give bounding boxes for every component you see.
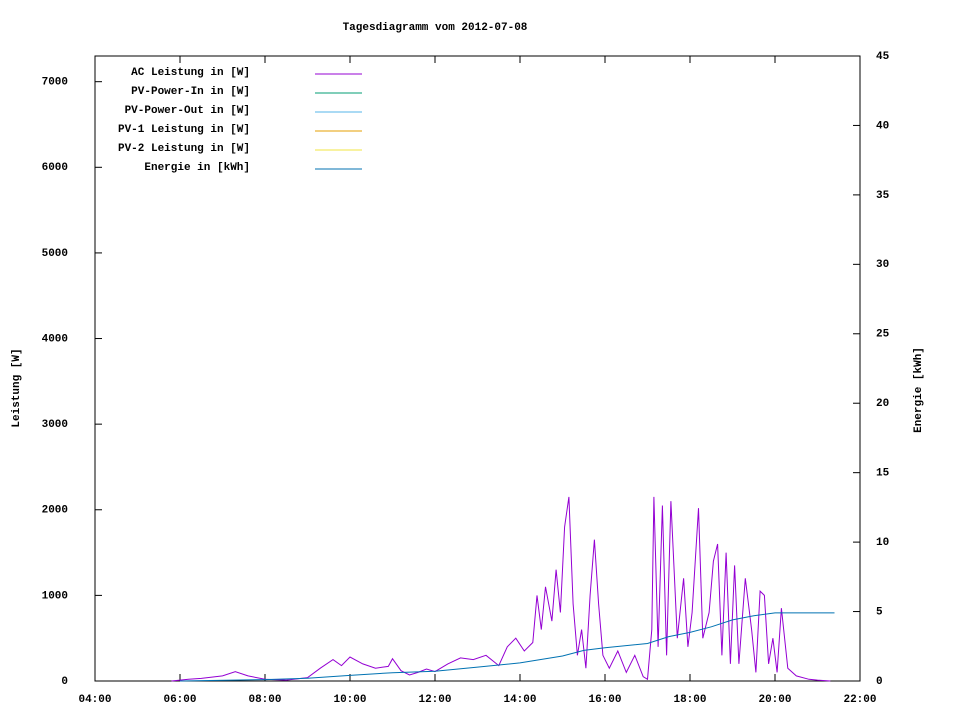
plot-frame: [94, 55, 861, 682]
x-tick-label: 06:00: [163, 694, 196, 706]
y2-tick-label: 45: [876, 51, 890, 63]
y2-axis-label: Energie [kWh]: [913, 347, 925, 433]
x-tick-label: 18:00: [673, 694, 706, 706]
legend-label: PV-2 Leistung in [W]: [118, 143, 250, 155]
y2-tick-label: 30: [876, 259, 889, 271]
y2-tick-label: 20: [876, 398, 889, 410]
y-tick-label: 1000: [42, 590, 68, 602]
chart-title: Tagesdiagramm vom 2012-07-08: [343, 22, 528, 34]
y-tick-label: 2000: [42, 505, 68, 517]
legend-label: Energie in [kWh]: [144, 162, 250, 174]
y-tick-label: 7000: [42, 77, 68, 89]
x-tick-label: 04:00: [78, 694, 111, 706]
x-tick-label: 12:00: [418, 694, 451, 706]
y2-tick-label: 15: [876, 468, 890, 480]
series-line: [179, 612, 835, 682]
x-tick-label: 14:00: [503, 694, 536, 706]
y-tick-label: 3000: [42, 419, 68, 431]
y2-tick-label: 25: [876, 329, 890, 341]
y-tick-label: 4000: [42, 333, 68, 345]
y2-tick-label: 40: [876, 120, 889, 132]
y-tick-label: 6000: [42, 162, 68, 174]
y-tick-label: 5000: [42, 248, 68, 260]
y2-tick-label: 10: [876, 537, 889, 549]
x-tick-label: 10:00: [333, 694, 366, 706]
legend-label: PV-1 Leistung in [W]: [118, 124, 250, 136]
legend-label: AC Leistung in [W]: [131, 67, 250, 79]
y2-tick-label: 5: [876, 606, 883, 618]
y-tick-label: 0: [61, 676, 68, 688]
x-tick-label: 22:00: [843, 694, 876, 706]
x-tick-label: 16:00: [588, 694, 621, 706]
legend-label: PV-Power-In in [W]: [131, 86, 250, 98]
y-axis-label: Leistung [W]: [11, 348, 23, 427]
legend-label: PV-Power-Out in [W]: [125, 105, 250, 117]
y2-tick-label: 35: [876, 190, 890, 202]
x-tick-label: 08:00: [248, 694, 281, 706]
x-tick-label: 20:00: [758, 694, 791, 706]
y2-tick-label: 0: [876, 676, 883, 688]
series-line: [171, 496, 831, 682]
